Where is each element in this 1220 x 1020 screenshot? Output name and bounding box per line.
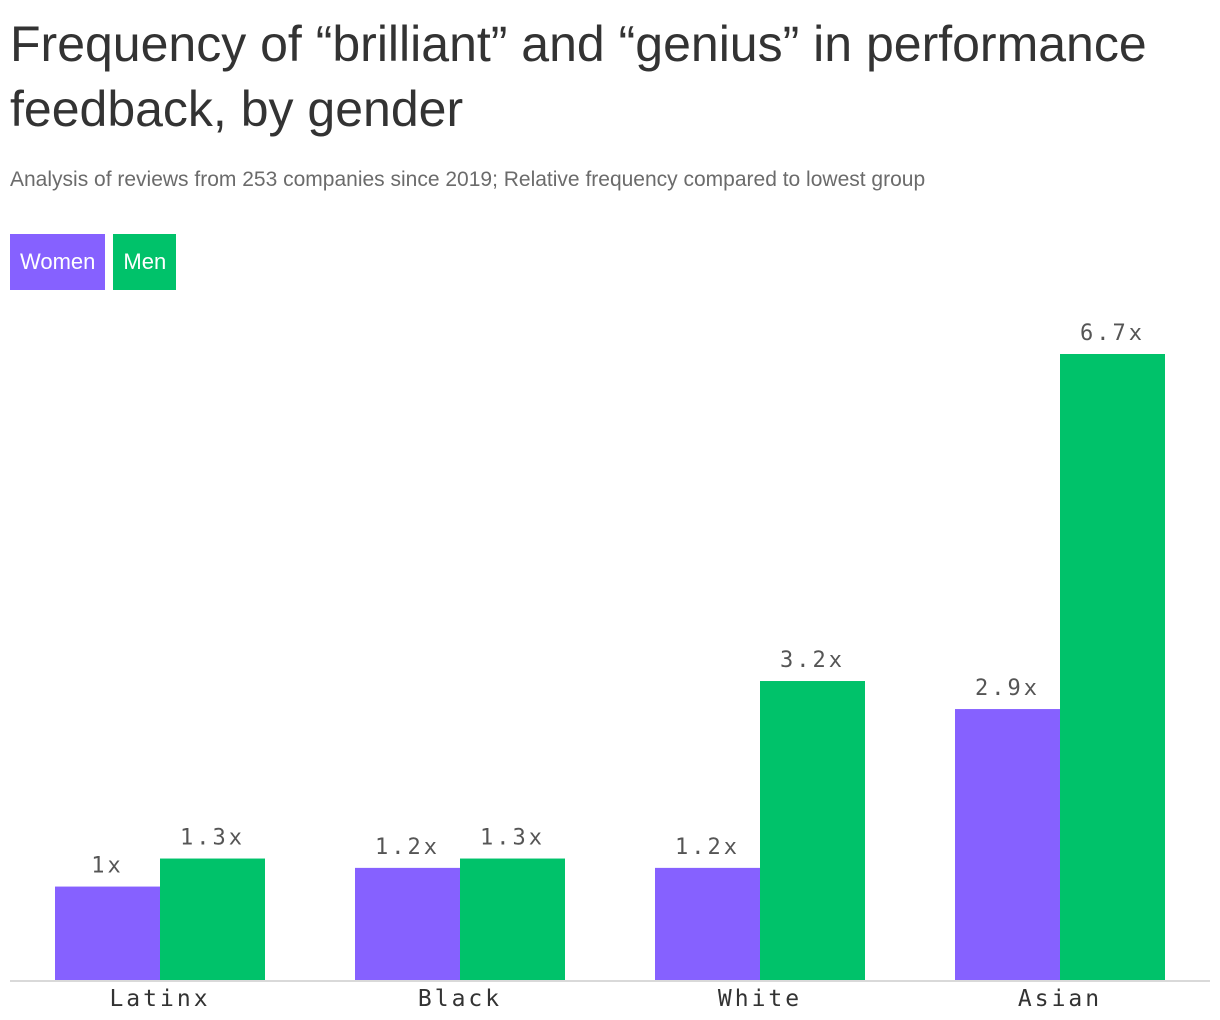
data-label-black-men: 1.3x — [480, 826, 545, 851]
data-label-latinx-women: 1x — [91, 854, 124, 879]
bar-black-women — [355, 867, 460, 980]
data-label-asian-women: 2.9x — [975, 676, 1040, 701]
bar-chart: 1x 1.3x Latinx 1.2x 1.3x Black 1.2x 3.2x White 2.… — [10, 321, 1210, 1012]
bar-asian-men — [1060, 354, 1165, 980]
data-label-white-women: 1.2x — [675, 835, 740, 860]
legend-item-women: Women — [10, 234, 106, 290]
legend-item-men: Men — [113, 234, 177, 290]
bar-latinx-men — [160, 858, 265, 980]
data-label-latinx-men: 1.3x — [180, 826, 245, 851]
chart-subtitle: Analysis of reviews from 253 companies s… — [10, 168, 926, 191]
data-label-white-men: 3.2x — [780, 648, 845, 673]
bar-white-men — [760, 681, 865, 980]
data-label-black-women: 1.2x — [375, 835, 440, 860]
x-tick-label-black: Black — [418, 986, 502, 1012]
bar-asian-women — [955, 709, 1060, 980]
bar-white-women — [655, 867, 760, 980]
x-tick-label-asian: Asian — [1018, 986, 1102, 1012]
data-label-asian-men: 6.7x — [1080, 321, 1145, 346]
x-tick-label-white: White — [718, 986, 802, 1012]
bar-black-men — [460, 858, 565, 980]
x-tick-label-latinx: Latinx — [109, 986, 210, 1012]
legend: Women Men — [10, 234, 177, 290]
bar-latinx-women — [55, 886, 160, 980]
chart-title: Frequency of “brilliant” and “genius” in… — [10, 16, 1147, 137]
